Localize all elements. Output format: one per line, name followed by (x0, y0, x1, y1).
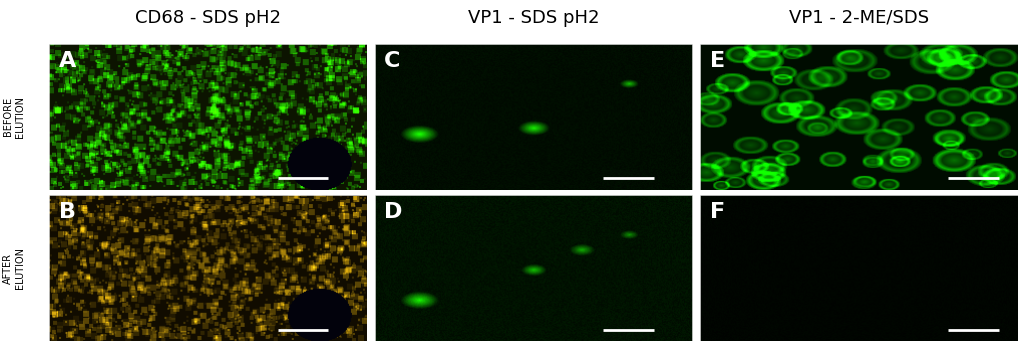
Text: A: A (58, 51, 76, 71)
Text: C: C (385, 51, 401, 71)
Text: CD68 - SDS pH2: CD68 - SDS pH2 (135, 9, 281, 27)
Text: F: F (710, 202, 725, 223)
Text: D: D (385, 202, 403, 223)
Text: VP1 - SDS pH2: VP1 - SDS pH2 (468, 9, 599, 27)
Text: E: E (710, 51, 725, 71)
Text: AFTER
ELUTION: AFTER ELUTION (3, 247, 25, 289)
Text: BEFORE
ELUTION: BEFORE ELUTION (3, 96, 25, 138)
Text: B: B (58, 202, 76, 223)
Text: VP1 - 2-ME/SDS: VP1 - 2-ME/SDS (789, 9, 929, 27)
